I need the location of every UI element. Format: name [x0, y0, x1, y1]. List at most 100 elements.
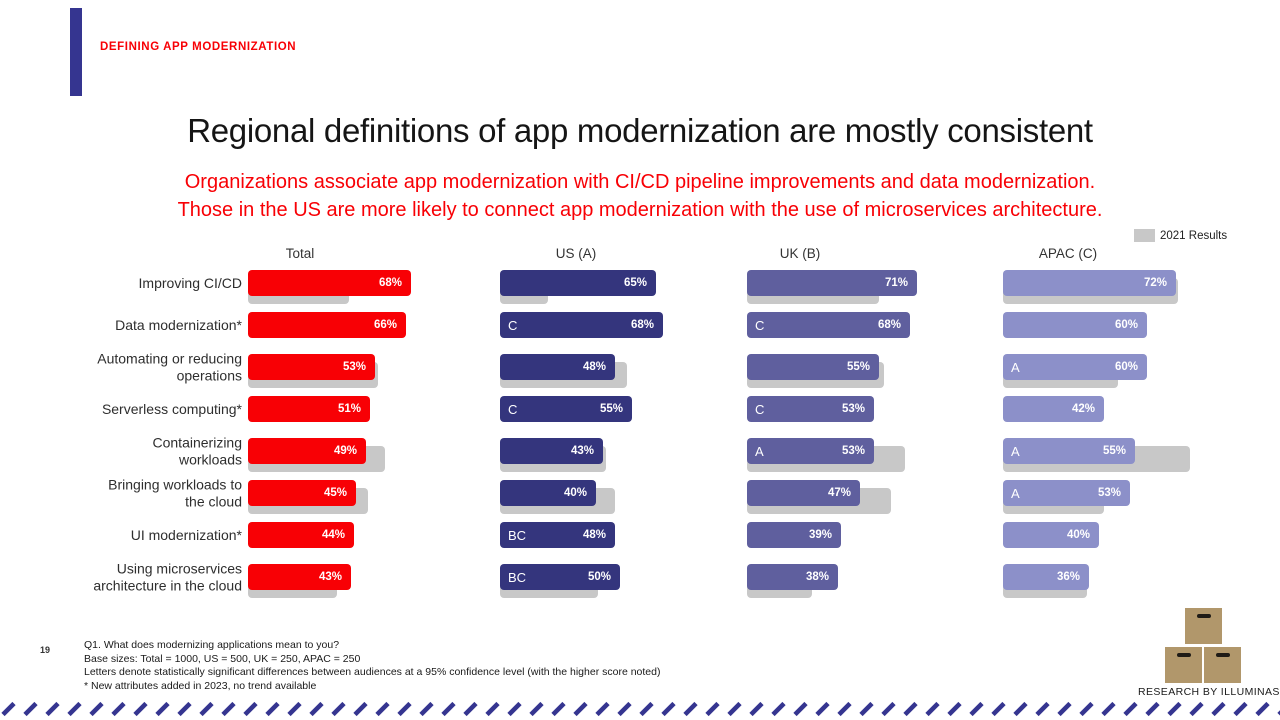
column-header-total: Total	[285, 246, 315, 261]
bar-value-label: 55%	[1102, 445, 1126, 457]
page-title: Regional definitions of app modernizatio…	[187, 112, 1093, 149]
accent-vertical-bar	[70, 8, 82, 96]
bar-ukb: 39%	[747, 522, 841, 548]
bar-value-label: 45%	[323, 487, 347, 499]
significance-letter: C	[755, 401, 765, 417]
bar-value-label: 68%	[630, 319, 654, 331]
bar-apacc: A 53%	[1003, 480, 1130, 506]
significance-letter: BC	[508, 527, 527, 543]
bar-usa: 65%	[500, 270, 656, 296]
bar-value-label: 48%	[582, 361, 606, 373]
column-header-apacc: APAC (C)	[1038, 246, 1098, 261]
bar-total: 53%	[248, 354, 375, 380]
bar-apacc: 40%	[1003, 522, 1099, 548]
bar-total: 44%	[248, 522, 354, 548]
bar-value-label: 40%	[1066, 529, 1090, 541]
significance-letter: C	[508, 317, 518, 333]
bar-value-label: 43%	[570, 445, 594, 457]
bar-value-label: 71%	[884, 277, 908, 289]
bar-usa: 48%	[500, 354, 615, 380]
bar-ukb: 38%	[747, 564, 838, 590]
diagonal-hatch-border	[0, 701, 1280, 717]
category-label: Containerizing workloads	[152, 434, 243, 468]
bar-total: 43%	[248, 564, 351, 590]
bar-total: 51%	[248, 396, 370, 422]
bar-value-label: 38%	[805, 571, 829, 583]
subtitle-line-1: Organizations associate app modernizatio…	[184, 171, 1096, 193]
significance-letter: A	[1011, 485, 1020, 501]
bar-value-label: 60%	[1114, 319, 1138, 331]
legend-swatch-icon	[1134, 229, 1155, 242]
category-label: Automating or reducing operations	[97, 350, 242, 384]
column-header-ukb: UK (B)	[779, 246, 821, 261]
bar-usa: C 55%	[500, 396, 632, 422]
category-label: Using microservices architecture in the …	[93, 560, 242, 594]
bar-value-label: 72%	[1143, 277, 1167, 289]
bar-value-label: 50%	[587, 571, 611, 583]
brand-text: RESEARCH BY ILLUMINAS	[1138, 686, 1280, 698]
section-eyebrow: DEFINING APP MODERNIZATION	[100, 41, 297, 53]
bar-value-label: 53%	[342, 361, 366, 373]
bar-value-label: 68%	[378, 277, 402, 289]
category-label: UI modernization*	[130, 526, 242, 543]
bar-usa: BC 50%	[500, 564, 620, 590]
significance-letter: A	[1011, 359, 1020, 375]
footnote-new-attributes: * New attributes added in 2023, no trend…	[84, 679, 317, 692]
bar-value-label: 39%	[808, 529, 832, 541]
box-icon	[1165, 647, 1202, 683]
bar-value-label: 53%	[1097, 487, 1121, 499]
category-label: Improving CI/CD	[138, 274, 242, 291]
bar-usa: 43%	[500, 438, 603, 464]
bar-value-label: 60%	[1114, 361, 1138, 373]
bar-value-label: 40%	[563, 487, 587, 499]
bar-ukb: 47%	[747, 480, 860, 506]
column-header-usa: US (A)	[555, 246, 597, 261]
footnotes: Q1. What does modernizing applications m…	[84, 639, 660, 693]
bar-apacc: 36%	[1003, 564, 1089, 590]
significance-letter: C	[508, 401, 518, 417]
bar-ukb: 71%	[747, 270, 917, 296]
bar-value-label: 43%	[318, 571, 342, 583]
significance-letter: BC	[508, 569, 527, 585]
bar-total: 68%	[248, 270, 411, 296]
bar-apacc: 60%	[1003, 312, 1147, 338]
box-icon	[1185, 608, 1222, 644]
significance-letter: A	[1011, 443, 1020, 459]
category-label: Data modernization*	[115, 316, 242, 333]
significance-letter: A	[755, 443, 764, 459]
bar-value-label: 51%	[337, 403, 361, 415]
bar-apacc: A 55%	[1003, 438, 1135, 464]
bar-value-label: 36%	[1056, 571, 1080, 583]
bar-apacc: 42%	[1003, 396, 1104, 422]
footnote-question: Q1. What does modernizing applications m…	[84, 639, 340, 651]
bar-value-label: 47%	[827, 487, 851, 499]
subtitle: Organizations associate app modernizatio…	[0, 168, 1280, 224]
bar-ukb: A 53%	[747, 438, 874, 464]
legend: 2021 Results	[1134, 229, 1227, 242]
bar-value-label: 65%	[623, 277, 647, 289]
bar-apacc: A 60%	[1003, 354, 1147, 380]
category-label: Bringing workloads to the cloud	[108, 476, 242, 510]
bar-apacc: 72%	[1003, 270, 1176, 296]
bar-usa: 40%	[500, 480, 596, 506]
bar-ukb: C 68%	[747, 312, 910, 338]
bar-total: 45%	[248, 480, 356, 506]
category-label: Serverless computing*	[101, 400, 242, 417]
bar-total: 49%	[248, 438, 366, 464]
subtitle-line-2: Those in the US are more likely to conne…	[177, 199, 1103, 221]
page-number: 19	[40, 645, 51, 655]
bar-ukb: 55%	[747, 354, 879, 380]
bar-value-label: 66%	[373, 319, 397, 331]
significance-letter: C	[755, 317, 765, 333]
bar-value-label: 48%	[582, 529, 606, 541]
bar-value-label: 42%	[1071, 403, 1095, 415]
bar-value-label: 53%	[841, 403, 865, 415]
bar-total: 66%	[248, 312, 406, 338]
bar-value-label: 49%	[333, 445, 357, 457]
bar-ukb: C 53%	[747, 396, 874, 422]
bar-value-label: 53%	[841, 445, 865, 457]
bar-value-label: 68%	[877, 319, 901, 331]
bar-value-label: 55%	[846, 361, 870, 373]
footnote-significance: Letters denote statistically significant…	[84, 666, 661, 678]
